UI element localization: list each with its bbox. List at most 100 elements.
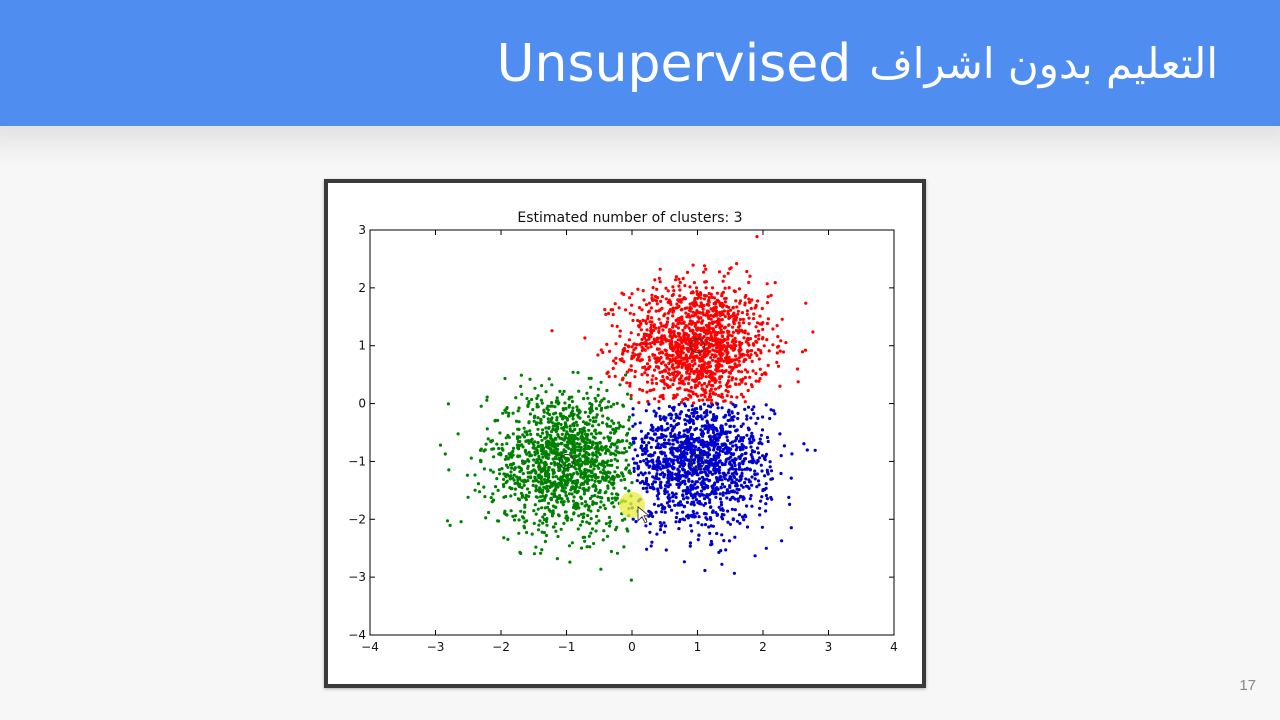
data-point: [751, 461, 755, 465]
data-point: [587, 534, 591, 538]
data-point: [572, 424, 576, 428]
data-point: [564, 516, 568, 520]
data-point: [742, 496, 746, 500]
data-point: [718, 492, 722, 496]
data-point: [509, 470, 513, 474]
data-point: [537, 523, 541, 527]
data-point: [738, 445, 742, 450]
data-point: [469, 456, 473, 460]
data-point: [688, 329, 693, 333]
data-point: [604, 477, 608, 481]
data-point: [519, 491, 524, 495]
data-point: [532, 415, 536, 420]
data-point: [618, 334, 622, 338]
data-point: [501, 448, 505, 452]
data-point: [479, 404, 483, 408]
data-point: [521, 472, 525, 476]
data-point: [473, 488, 477, 492]
data-point: [674, 515, 678, 520]
data-point: [694, 392, 698, 396]
data-point: [640, 447, 644, 451]
data-point: [658, 370, 662, 374]
data-point: [685, 371, 689, 375]
data-point: [600, 398, 604, 402]
data-point: [509, 474, 513, 478]
data-point: [707, 300, 711, 304]
data-point: [698, 291, 703, 295]
data-point: [594, 432, 598, 436]
data-point: [576, 527, 580, 531]
data-point: [800, 350, 805, 354]
data-point: [526, 475, 530, 479]
data-point: [702, 402, 706, 406]
data-point: [656, 340, 660, 344]
data-point: [667, 462, 671, 466]
data-point: [691, 263, 695, 267]
data-point: [749, 383, 754, 387]
data-point: [679, 353, 683, 357]
data-point: [572, 495, 576, 499]
data-point: [596, 495, 600, 499]
data-point: [750, 298, 754, 302]
data-point: [735, 519, 740, 523]
data-point: [616, 474, 620, 478]
data-point: [742, 436, 746, 440]
data-point: [703, 427, 707, 431]
data-point: [636, 473, 641, 477]
data-point: [671, 285, 675, 289]
data-point: [675, 511, 679, 515]
data-point: [752, 405, 756, 409]
data-point: [607, 400, 611, 404]
data-point: [659, 417, 663, 421]
data-point: [579, 474, 583, 478]
data-point: [652, 329, 656, 333]
data-point: [657, 477, 661, 481]
data-point: [594, 484, 598, 489]
data-point: [728, 308, 733, 312]
data-point: [668, 357, 672, 361]
data-point: [790, 452, 794, 456]
data-point: [620, 518, 625, 522]
data-point: [459, 520, 463, 524]
data-point: [574, 463, 578, 467]
data-point: [624, 466, 629, 470]
data-point: [581, 535, 585, 539]
data-point: [657, 491, 661, 496]
x-tick-label: 3: [825, 640, 833, 654]
data-point: [515, 481, 520, 485]
data-point: [696, 448, 700, 452]
data-point: [671, 325, 675, 329]
data-point: [542, 478, 547, 482]
data-point: [511, 449, 515, 454]
data-point: [695, 384, 699, 388]
data-point: [796, 380, 800, 384]
data-point: [686, 349, 691, 353]
data-point: [615, 551, 620, 555]
data-point: [779, 454, 783, 458]
data-point: [716, 453, 720, 457]
data-point: [546, 501, 551, 505]
data-point: [606, 486, 610, 490]
data-point: [498, 451, 502, 455]
data-point: [730, 415, 734, 420]
data-point: [658, 280, 662, 284]
data-point: [614, 492, 619, 496]
data-point: [597, 462, 601, 466]
data-point: [746, 388, 750, 393]
data-point: [607, 375, 611, 379]
data-point: [647, 337, 651, 341]
data-point: [657, 330, 661, 334]
data-point: [513, 466, 517, 470]
data-point: [715, 436, 719, 440]
data-point: [647, 509, 651, 513]
data-point: [577, 514, 581, 518]
data-point: [527, 494, 531, 498]
data-point: [653, 397, 657, 401]
data-point: [654, 299, 659, 303]
data-point: [550, 512, 554, 516]
data-point: [617, 451, 621, 455]
data-point: [719, 503, 724, 507]
data-point: [571, 438, 575, 442]
data-point: [573, 490, 577, 494]
data-point: [630, 303, 634, 307]
